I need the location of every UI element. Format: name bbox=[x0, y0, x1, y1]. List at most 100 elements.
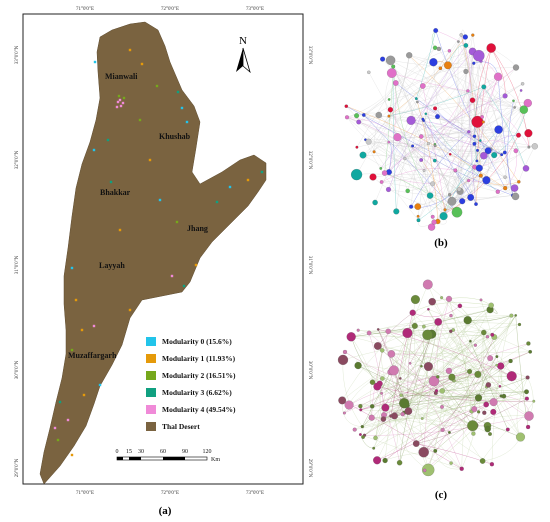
network-node bbox=[426, 192, 434, 199]
network-node bbox=[440, 296, 444, 300]
network-node bbox=[453, 168, 458, 173]
network-node bbox=[481, 84, 487, 90]
network-node bbox=[448, 193, 452, 197]
network-node bbox=[433, 144, 437, 148]
city-label-jhang: Jhang bbox=[187, 224, 208, 233]
network-node bbox=[443, 208, 447, 212]
network-node bbox=[494, 125, 503, 134]
network-node bbox=[419, 83, 426, 89]
network-node bbox=[503, 186, 508, 191]
legend-swatch-2 bbox=[146, 371, 156, 380]
legend-swatch-0 bbox=[146, 337, 156, 346]
network-node bbox=[337, 354, 349, 365]
network-node bbox=[386, 187, 392, 193]
panel-label-a: (a) bbox=[159, 505, 172, 517]
network-node bbox=[462, 34, 468, 40]
network-node bbox=[386, 68, 397, 78]
network-node bbox=[435, 114, 440, 119]
network-node bbox=[463, 68, 469, 74]
network-node bbox=[372, 446, 376, 450]
network-node bbox=[471, 431, 476, 436]
network-node bbox=[429, 58, 438, 67]
network-node bbox=[509, 313, 514, 318]
network-node bbox=[430, 214, 435, 219]
network-node bbox=[489, 462, 494, 467]
network-node bbox=[393, 208, 400, 215]
coord-left-5: 29°0'0"N bbox=[15, 458, 20, 477]
network-node bbox=[440, 405, 444, 409]
map-point bbox=[58, 400, 62, 404]
network-node bbox=[422, 329, 433, 341]
network-node bbox=[342, 411, 346, 415]
network-node bbox=[519, 89, 523, 92]
map-point bbox=[155, 84, 159, 88]
network-node bbox=[459, 466, 464, 471]
network-node bbox=[467, 193, 475, 201]
map-point bbox=[158, 198, 162, 202]
network-node bbox=[436, 46, 441, 52]
network-node bbox=[524, 396, 529, 401]
scale-label-30: 30 bbox=[138, 449, 144, 455]
scale-label-60: 60 bbox=[160, 449, 166, 455]
network-node bbox=[396, 460, 403, 466]
network-node bbox=[373, 435, 378, 441]
map-points bbox=[53, 48, 264, 457]
network-node bbox=[419, 134, 424, 139]
network-node bbox=[495, 363, 499, 367]
legend-swatch-3 bbox=[146, 388, 156, 397]
network-node bbox=[372, 199, 378, 206]
network-node bbox=[380, 376, 385, 381]
city-label-mianwali: Mianwali bbox=[105, 72, 138, 81]
network-node bbox=[475, 164, 483, 172]
network-node bbox=[422, 463, 435, 477]
network-node bbox=[524, 411, 534, 421]
network-node bbox=[423, 362, 433, 372]
network-node bbox=[416, 214, 420, 218]
legend-label-1: Modularity 1 (11.93%) bbox=[162, 354, 236, 363]
network-node bbox=[398, 377, 402, 380]
network-node bbox=[427, 307, 430, 311]
network-node bbox=[411, 144, 415, 148]
network-node bbox=[514, 314, 518, 317]
network-node bbox=[467, 179, 471, 183]
scale-bar: 0 15 30 60 90 120 Km bbox=[116, 449, 221, 463]
city-label-khushab: Khushab bbox=[159, 132, 191, 141]
network-node bbox=[513, 106, 517, 109]
network-node bbox=[480, 151, 488, 160]
network-node bbox=[520, 82, 525, 86]
network-node bbox=[485, 382, 492, 388]
network-node bbox=[387, 140, 391, 144]
map-point bbox=[140, 62, 144, 66]
map-point bbox=[56, 438, 60, 442]
network-node bbox=[388, 365, 399, 376]
network-node bbox=[382, 457, 388, 464]
network-node bbox=[406, 52, 413, 59]
network-node bbox=[366, 330, 372, 336]
thal-desert-region bbox=[39, 21, 267, 485]
network-c-panel: (c) bbox=[337, 279, 536, 501]
network-node bbox=[473, 50, 485, 62]
map-point bbox=[117, 94, 121, 98]
network-node bbox=[354, 113, 360, 119]
coord-right-5: 29°0'0"N bbox=[307, 459, 312, 478]
network-node bbox=[402, 328, 413, 339]
north-arrow: N bbox=[236, 35, 251, 74]
network-node bbox=[424, 112, 428, 116]
network-node bbox=[484, 425, 491, 433]
network-node bbox=[392, 80, 399, 86]
network-node bbox=[476, 148, 480, 152]
network-node bbox=[523, 98, 532, 108]
network-node bbox=[449, 461, 453, 465]
map-point bbox=[74, 298, 78, 302]
network-node bbox=[448, 153, 452, 156]
network-node bbox=[404, 407, 413, 415]
network-node bbox=[483, 401, 490, 408]
network-node bbox=[428, 375, 440, 387]
network-node bbox=[338, 396, 347, 405]
network-node bbox=[434, 318, 443, 326]
map-point bbox=[118, 228, 122, 232]
scale-unit: Km bbox=[211, 457, 220, 463]
network-node bbox=[485, 335, 490, 339]
map-point bbox=[82, 393, 86, 397]
network-node bbox=[361, 435, 365, 439]
